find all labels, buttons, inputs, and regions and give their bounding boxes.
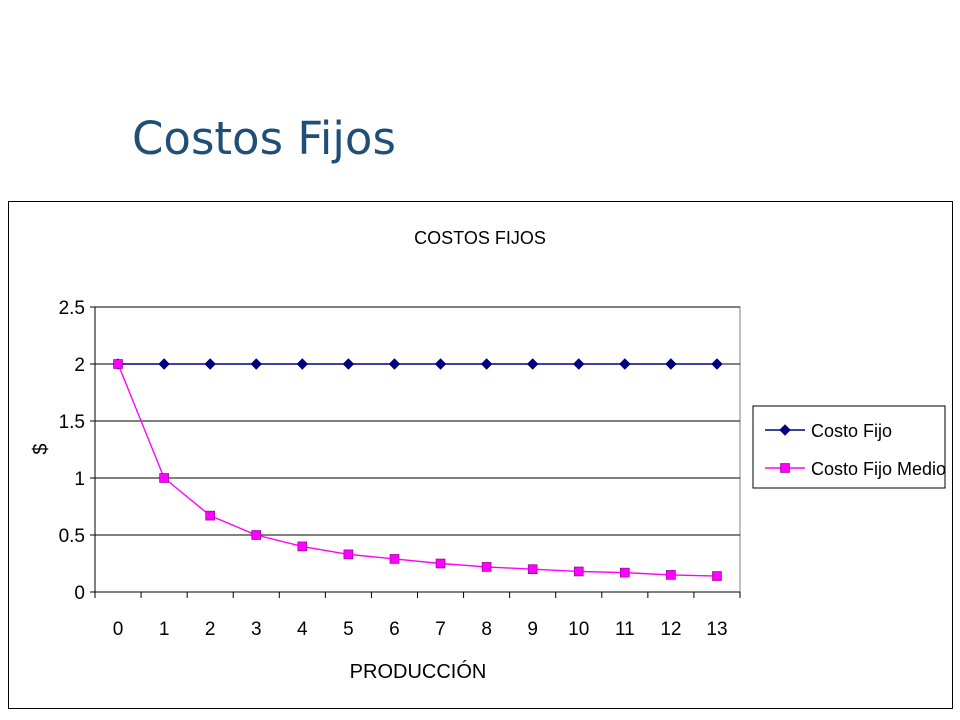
x-tick-label: 0	[113, 619, 124, 640]
data-point	[113, 359, 123, 369]
data-point	[527, 564, 538, 575]
series-line	[117, 363, 717, 577]
y-tick-label: 0	[74, 583, 85, 604]
data-point	[297, 541, 308, 552]
axes: 00.511.522.50 1 2 3 4 5 6 7 8 9 10 11 12 13	[59, 298, 741, 640]
slide-title: Costos Fijos	[132, 112, 396, 165]
data-point	[665, 358, 677, 370]
x-tick-label: 4	[297, 619, 308, 640]
data-point	[342, 358, 355, 370]
data-point	[158, 358, 170, 370]
x-tick-label: 8	[481, 619, 492, 640]
legend-label: Costo Fijo	[811, 421, 892, 441]
data-point	[526, 358, 539, 370]
y-tick-label: 2	[74, 355, 85, 376]
data-point	[435, 558, 446, 569]
x-tick-label: 2	[205, 619, 216, 640]
data-point	[205, 510, 215, 521]
data-point	[251, 530, 262, 540]
data-point	[712, 571, 722, 581]
line-chart: COSTOS FIJOS 00.511.522.50 1 2 3 4 5 6 7 8 9 10 11 1…	[30, 228, 946, 683]
x-tick-label: 7	[435, 619, 446, 640]
data-point	[343, 549, 354, 560]
data-point	[250, 358, 262, 370]
x-tick-label: 10	[568, 619, 589, 640]
data-point	[434, 358, 447, 370]
data-point	[388, 358, 401, 370]
x-tick-label: 11	[615, 619, 635, 640]
chart-frame: COSTOS FIJOS 0 0.5 1 1.5 2 2.5 0 1 2 3 4 5 6 7 8 9 10 11 1…	[8, 201, 953, 709]
y-tick-label: 1	[74, 469, 85, 490]
data-point	[204, 358, 216, 370]
legend: Costo Fijo Costo Fijo Medio	[752, 405, 946, 489]
y-axis-title: $	[30, 443, 52, 454]
x-tick-label: 3	[251, 619, 262, 640]
data-point	[480, 358, 493, 370]
x-axis-title: PRODUCCIÓN	[350, 660, 487, 683]
data-point	[573, 566, 584, 577]
x-tick-label: 6	[389, 619, 400, 640]
series-layer	[112, 358, 723, 581]
chart-title: COSTOS FIJOS	[414, 228, 546, 248]
data-point	[711, 358, 723, 370]
y-tick-label: 1.5	[59, 412, 85, 433]
series-2	[113, 359, 722, 581]
data-point	[619, 358, 631, 370]
data-point	[620, 567, 630, 578]
legend-marker	[779, 424, 791, 436]
legend-label: Costo Fijo Medio	[811, 459, 946, 479]
legend-box	[752, 405, 946, 489]
data-point	[296, 358, 309, 370]
x-tick-label: 1	[159, 619, 170, 640]
x-tick-label: 13	[706, 619, 727, 640]
y-tick-label: 0.5	[59, 526, 85, 547]
data-point	[666, 570, 676, 580]
data-point	[389, 554, 400, 564]
data-point	[481, 562, 492, 572]
data-point	[159, 473, 169, 483]
x-tick-label: 12	[660, 619, 681, 640]
y-tick-label: 2.5	[59, 298, 85, 319]
x-tick-label: 9	[527, 619, 538, 640]
data-point	[573, 358, 585, 370]
x-tick-label: 5	[343, 619, 354, 640]
plot-area	[94, 306, 741, 593]
legend-marker	[780, 463, 790, 473]
